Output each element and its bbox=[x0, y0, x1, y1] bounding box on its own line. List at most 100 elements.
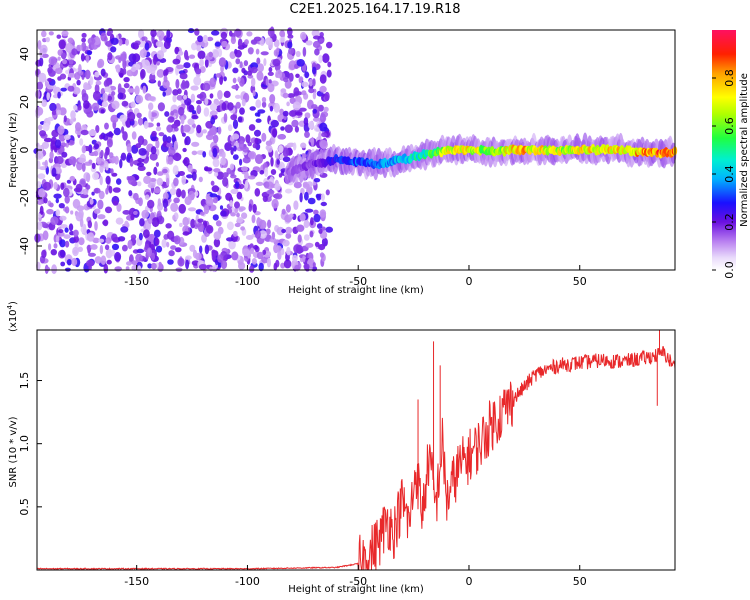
noise-speckle bbox=[93, 150, 99, 157]
noise-speckle bbox=[166, 136, 172, 143]
noise-speckle bbox=[321, 237, 328, 247]
noise-speckle bbox=[243, 70, 248, 76]
noise-speckle bbox=[237, 116, 243, 123]
noise-speckle bbox=[292, 101, 301, 111]
noise-speckle bbox=[182, 147, 187, 153]
noise-speckle bbox=[221, 151, 226, 159]
noise-speckle bbox=[274, 183, 281, 191]
noise-speckle bbox=[183, 157, 190, 167]
noise-speckle bbox=[61, 52, 67, 60]
noise-speckle bbox=[231, 84, 240, 90]
noise-speckle bbox=[220, 31, 228, 39]
noise-speckle bbox=[188, 54, 196, 59]
noise-speckle bbox=[280, 88, 287, 93]
noise-speckle bbox=[166, 142, 173, 148]
noise-speckle bbox=[45, 37, 50, 43]
noise-speckle bbox=[88, 129, 97, 136]
noise-speckle bbox=[91, 191, 95, 196]
noise-speckle bbox=[257, 63, 264, 73]
noise-speckle bbox=[167, 147, 176, 156]
noise-speckle bbox=[139, 49, 147, 58]
noise-speckle bbox=[285, 204, 291, 213]
noise-speckle bbox=[313, 178, 321, 183]
noise-speckle bbox=[312, 78, 316, 87]
noise-speckle bbox=[41, 99, 48, 107]
noise-speckle bbox=[319, 209, 327, 218]
noise-speckle bbox=[119, 159, 123, 169]
noise-speckle bbox=[322, 53, 330, 64]
noise-speckle bbox=[323, 106, 329, 113]
noise-speckle bbox=[265, 140, 273, 146]
y-tick-label: 1.0 bbox=[18, 435, 31, 453]
noise-speckle bbox=[67, 85, 75, 92]
noise-speckle bbox=[267, 83, 275, 93]
noise-speckle bbox=[223, 90, 231, 98]
noise-speckle bbox=[129, 157, 134, 167]
noise-speckle bbox=[270, 169, 277, 175]
noise-speckle bbox=[153, 229, 161, 238]
noise-speckle bbox=[111, 243, 120, 251]
x-tick-label: 0 bbox=[465, 575, 472, 588]
noise-speckle bbox=[104, 86, 112, 93]
noise-speckle bbox=[43, 197, 48, 204]
noise-speckle bbox=[92, 172, 100, 181]
noise-speckle bbox=[76, 79, 81, 86]
noise-speckle bbox=[269, 237, 277, 243]
noise-speckle bbox=[100, 109, 105, 114]
noise-speckle bbox=[218, 57, 227, 67]
noise-speckle bbox=[184, 196, 192, 206]
noise-speckle bbox=[138, 197, 143, 207]
noise-speckle bbox=[196, 100, 202, 105]
noise-speckle bbox=[202, 82, 211, 91]
noise-speckle bbox=[118, 38, 123, 46]
noise-speckle bbox=[137, 117, 144, 126]
x-tick-label: -50 bbox=[349, 575, 367, 588]
noise-speckle bbox=[167, 156, 174, 165]
noise-speckle bbox=[234, 94, 241, 99]
snr-scale-note: (x104) bbox=[6, 301, 19, 332]
noise-speckle bbox=[156, 50, 165, 60]
noise-speckle bbox=[301, 81, 309, 88]
noise-speckle bbox=[288, 110, 297, 117]
noise-speckle bbox=[99, 244, 104, 255]
noise-speckle bbox=[80, 129, 89, 136]
noise-speckle bbox=[273, 262, 278, 271]
noise-speckle bbox=[63, 187, 70, 198]
noise-speckle bbox=[50, 249, 57, 256]
snr-x-label: Height of straight line (km) bbox=[288, 584, 424, 595]
noise-speckle bbox=[48, 243, 52, 251]
noise-speckle bbox=[191, 141, 200, 147]
noise-speckle bbox=[318, 131, 322, 140]
noise-speckle bbox=[55, 103, 61, 112]
noise-speckle bbox=[64, 195, 70, 204]
noise-speckle bbox=[78, 209, 84, 219]
noise-speckle bbox=[308, 88, 315, 94]
noise-speckle bbox=[319, 85, 327, 93]
noise-speckle bbox=[250, 66, 258, 74]
noise-speckle bbox=[223, 113, 228, 123]
noise-speckle bbox=[258, 262, 264, 272]
noise-speckle bbox=[73, 104, 78, 111]
noise-speckle bbox=[75, 122, 82, 132]
noise-speckle bbox=[302, 46, 307, 57]
noise-speckle bbox=[127, 88, 136, 93]
noise-speckle bbox=[298, 107, 307, 112]
noise-speckle bbox=[149, 178, 157, 182]
noise-speckle bbox=[165, 68, 169, 76]
noise-speckle bbox=[314, 241, 320, 247]
noise-speckle bbox=[46, 91, 50, 101]
noise-speckle bbox=[213, 134, 219, 144]
noise-speckle bbox=[73, 229, 79, 237]
noise-speckle bbox=[190, 218, 196, 229]
noise-speckle bbox=[248, 124, 256, 131]
noise-speckle bbox=[68, 156, 77, 165]
noise-speckle bbox=[224, 142, 232, 152]
noise-speckle bbox=[187, 207, 197, 212]
noise-speckle bbox=[61, 30, 69, 37]
noise-speckle bbox=[99, 175, 103, 186]
noise-speckle bbox=[319, 74, 327, 84]
noise-speckle bbox=[295, 244, 303, 254]
noise-speckle bbox=[206, 36, 214, 42]
noise-speckle bbox=[312, 66, 317, 75]
noise-speckle bbox=[182, 231, 190, 236]
